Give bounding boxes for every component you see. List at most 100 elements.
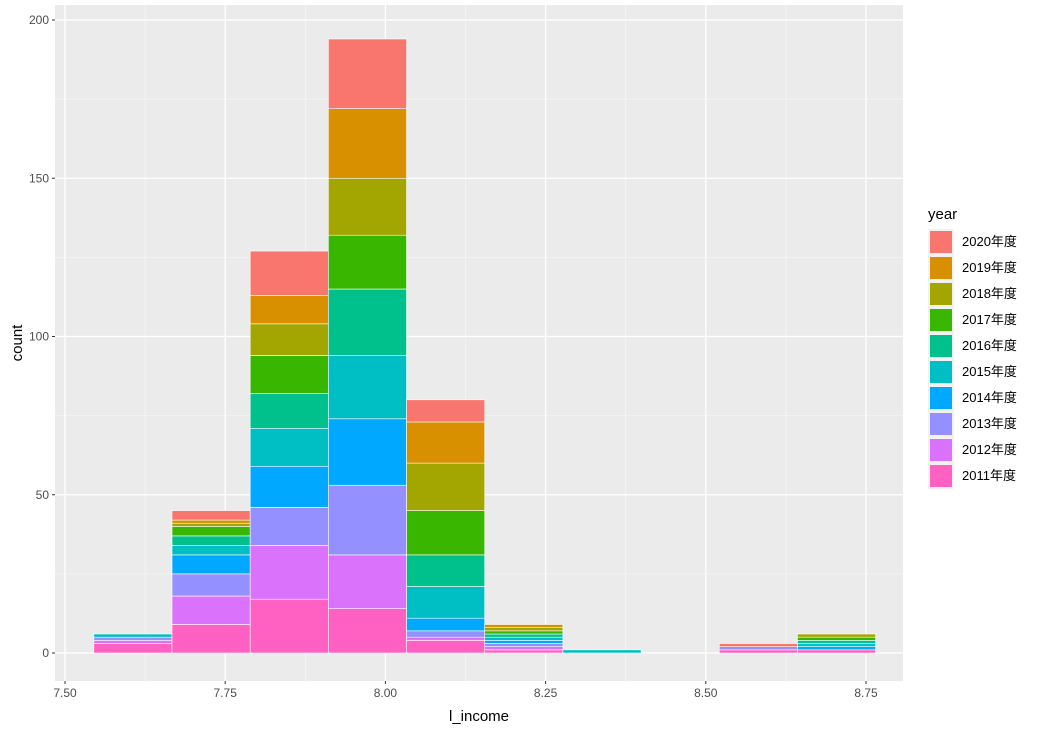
bar-segment [406,630,486,638]
bar-segment [328,608,407,654]
bar-segment [328,177,407,236]
bar-segment [484,624,564,628]
bar-segment [406,421,486,464]
bar-segment [171,595,251,625]
bar-segment [171,522,251,527]
legend-label: 2015年度 [962,364,1017,379]
legend-label: 2020年度 [962,234,1017,249]
bar-segment [249,465,329,508]
bar-segment [406,636,486,641]
bar-segment [171,624,251,654]
legend-label: 2014年度 [962,390,1017,405]
bar-segment [718,646,798,651]
bar-segment [797,643,876,647]
bar-segment [249,545,329,600]
bar-segment [328,234,407,290]
bar-segment [328,484,407,556]
x-tick-label: 7.75 [214,686,238,700]
bar-segment [171,535,251,546]
x-tick-label: 8.25 [534,686,558,700]
bar-segment [249,598,329,654]
x-axis: 7.50 7.75 8.00 8.25 8.50 8.75 [53,681,878,700]
bar-segment [406,617,486,632]
x-tick-label: 8.00 [374,686,398,700]
bar-segment [562,649,642,654]
bar-segment [249,507,329,546]
y-axis: 0 50 100 150 200 [29,13,55,660]
bar-segment [484,649,564,654]
bar-segment [93,633,173,638]
bar-segment [328,554,407,609]
bar-segment [797,633,876,638]
x-tick-label: 8.75 [854,686,878,700]
y-tick-label: 150 [29,171,49,185]
bar-segment [484,633,564,638]
legend-swatch [930,231,952,253]
legend-swatch [930,387,952,409]
legend-title: year [928,206,957,223]
bar-segment [797,649,876,654]
legend-swatch [930,361,952,383]
legend-swatch [930,439,952,461]
bar-segment [328,38,407,109]
y-axis-title: count [9,324,26,362]
bar-segment [249,393,329,429]
bar-segment [171,519,251,524]
bar-segment [249,323,329,356]
bar-segment [328,108,407,179]
y-tick-label: 200 [29,13,49,27]
bar-segment [249,355,329,394]
bar-segment [249,427,329,467]
bar-segment [484,646,564,651]
x-axis-title: l_income [449,708,509,725]
bar-segment [484,627,564,632]
legend-label: 2011年度 [962,468,1016,483]
legend-swatch [930,335,952,357]
x-tick-label: 8.50 [694,686,718,700]
bar-segment [718,643,798,647]
bar-segment [328,355,407,420]
bar-segment [797,646,876,651]
legend-swatch [930,309,952,331]
legend-label: 2012年度 [962,442,1017,457]
bar-segment [484,640,564,644]
legend-swatch [930,413,952,435]
y-tick-label: 0 [42,646,49,660]
bar-segment [406,399,486,423]
bar-segment [249,295,329,325]
legend-swatch [930,465,952,487]
bar-segment [171,554,251,575]
bar-segment [171,510,251,521]
bar-segment [171,526,251,537]
y-tick-label: 100 [29,330,49,344]
bar-segment [406,554,486,587]
bar-segment [484,643,564,647]
bar-segment [406,462,486,511]
legend-label: 2016年度 [962,338,1017,353]
bar-segment [797,636,876,641]
bar-segment [484,630,564,635]
bar-segment [484,636,564,641]
legend-label: 2017年度 [962,312,1017,327]
bar-segment [718,649,798,654]
legend: year 2020年度 2019年度 2018年度 2017年度 2016年度 2015年… [928,206,1017,489]
bar-segment [171,545,251,556]
bar-segment [249,250,329,296]
bar-segment [171,573,251,597]
legend-label: 2013年度 [962,416,1017,431]
bar-segment [406,640,486,654]
bar-segment [93,643,173,654]
bar-segment [328,288,407,356]
bar-segment [93,640,173,644]
x-tick-label: 7.50 [53,686,77,700]
legend-label: 2019年度 [962,260,1017,275]
bar-segment [93,636,173,641]
bar-segment [406,510,486,556]
legend-swatch [930,283,952,305]
legend-label: 2018年度 [962,286,1017,301]
stacked-bars [93,38,876,654]
legend-swatch [930,257,952,279]
y-tick-label: 50 [36,488,50,502]
bar-segment [328,418,407,486]
